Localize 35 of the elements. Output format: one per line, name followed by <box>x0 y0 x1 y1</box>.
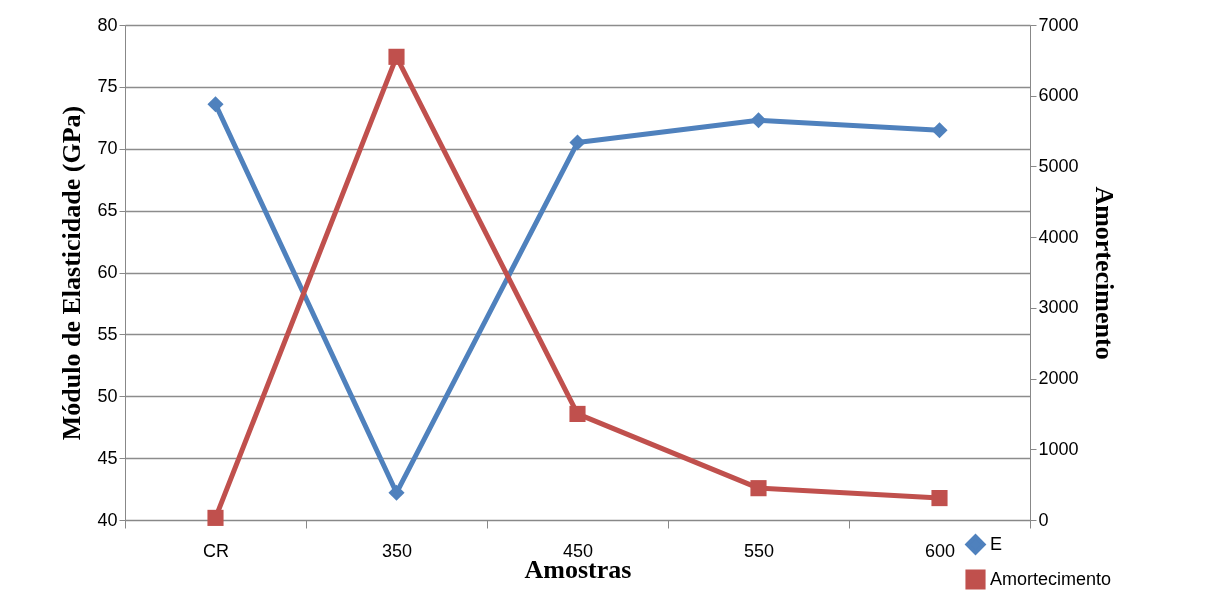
point <box>569 405 586 422</box>
y-tick-label: 45 <box>97 447 118 468</box>
point <box>750 112 767 129</box>
y-axis-title: Módulo de Elasticidade (GPa) <box>57 105 87 441</box>
y2-tick-label: 0 <box>1038 509 1049 530</box>
x-tick-label: 550 <box>743 540 775 561</box>
y-tick-label: 50 <box>97 385 118 406</box>
y-tick-label: 60 <box>97 262 118 282</box>
point <box>388 484 405 501</box>
y-tick-label: 75 <box>97 76 118 97</box>
point <box>750 480 767 497</box>
x-tick-label: CR <box>203 540 229 561</box>
point <box>388 48 405 65</box>
y2-tick-label: 2000 <box>1038 368 1079 389</box>
y2-tick-label: 7000 <box>1038 14 1079 35</box>
y2-tick-label: 6000 <box>1038 85 1079 106</box>
y-tick-label: 80 <box>97 14 118 35</box>
point <box>207 509 224 526</box>
point <box>207 96 224 113</box>
point <box>931 490 948 507</box>
point <box>931 122 948 139</box>
y2-tick-label: 4000 <box>1038 226 1079 247</box>
point <box>569 134 586 151</box>
y2-axis-title: Amortecimento <box>1089 186 1119 360</box>
y-tick-label: 70 <box>97 138 118 159</box>
x-tick-label: 350 <box>381 540 413 561</box>
y2-tick-label: 5000 <box>1038 155 1079 176</box>
y2-tick-label: 1000 <box>1038 438 1079 459</box>
y-tick-label: 40 <box>97 509 118 530</box>
y2-tick-label: 3000 <box>1038 297 1079 318</box>
x-tick-label: 600 <box>924 540 956 561</box>
legend-label: E <box>990 533 1003 554</box>
y-tick-label: 65 <box>97 200 118 221</box>
legend-label: Amortecimento <box>990 568 1112 589</box>
y-tick-label: 55 <box>97 323 118 344</box>
